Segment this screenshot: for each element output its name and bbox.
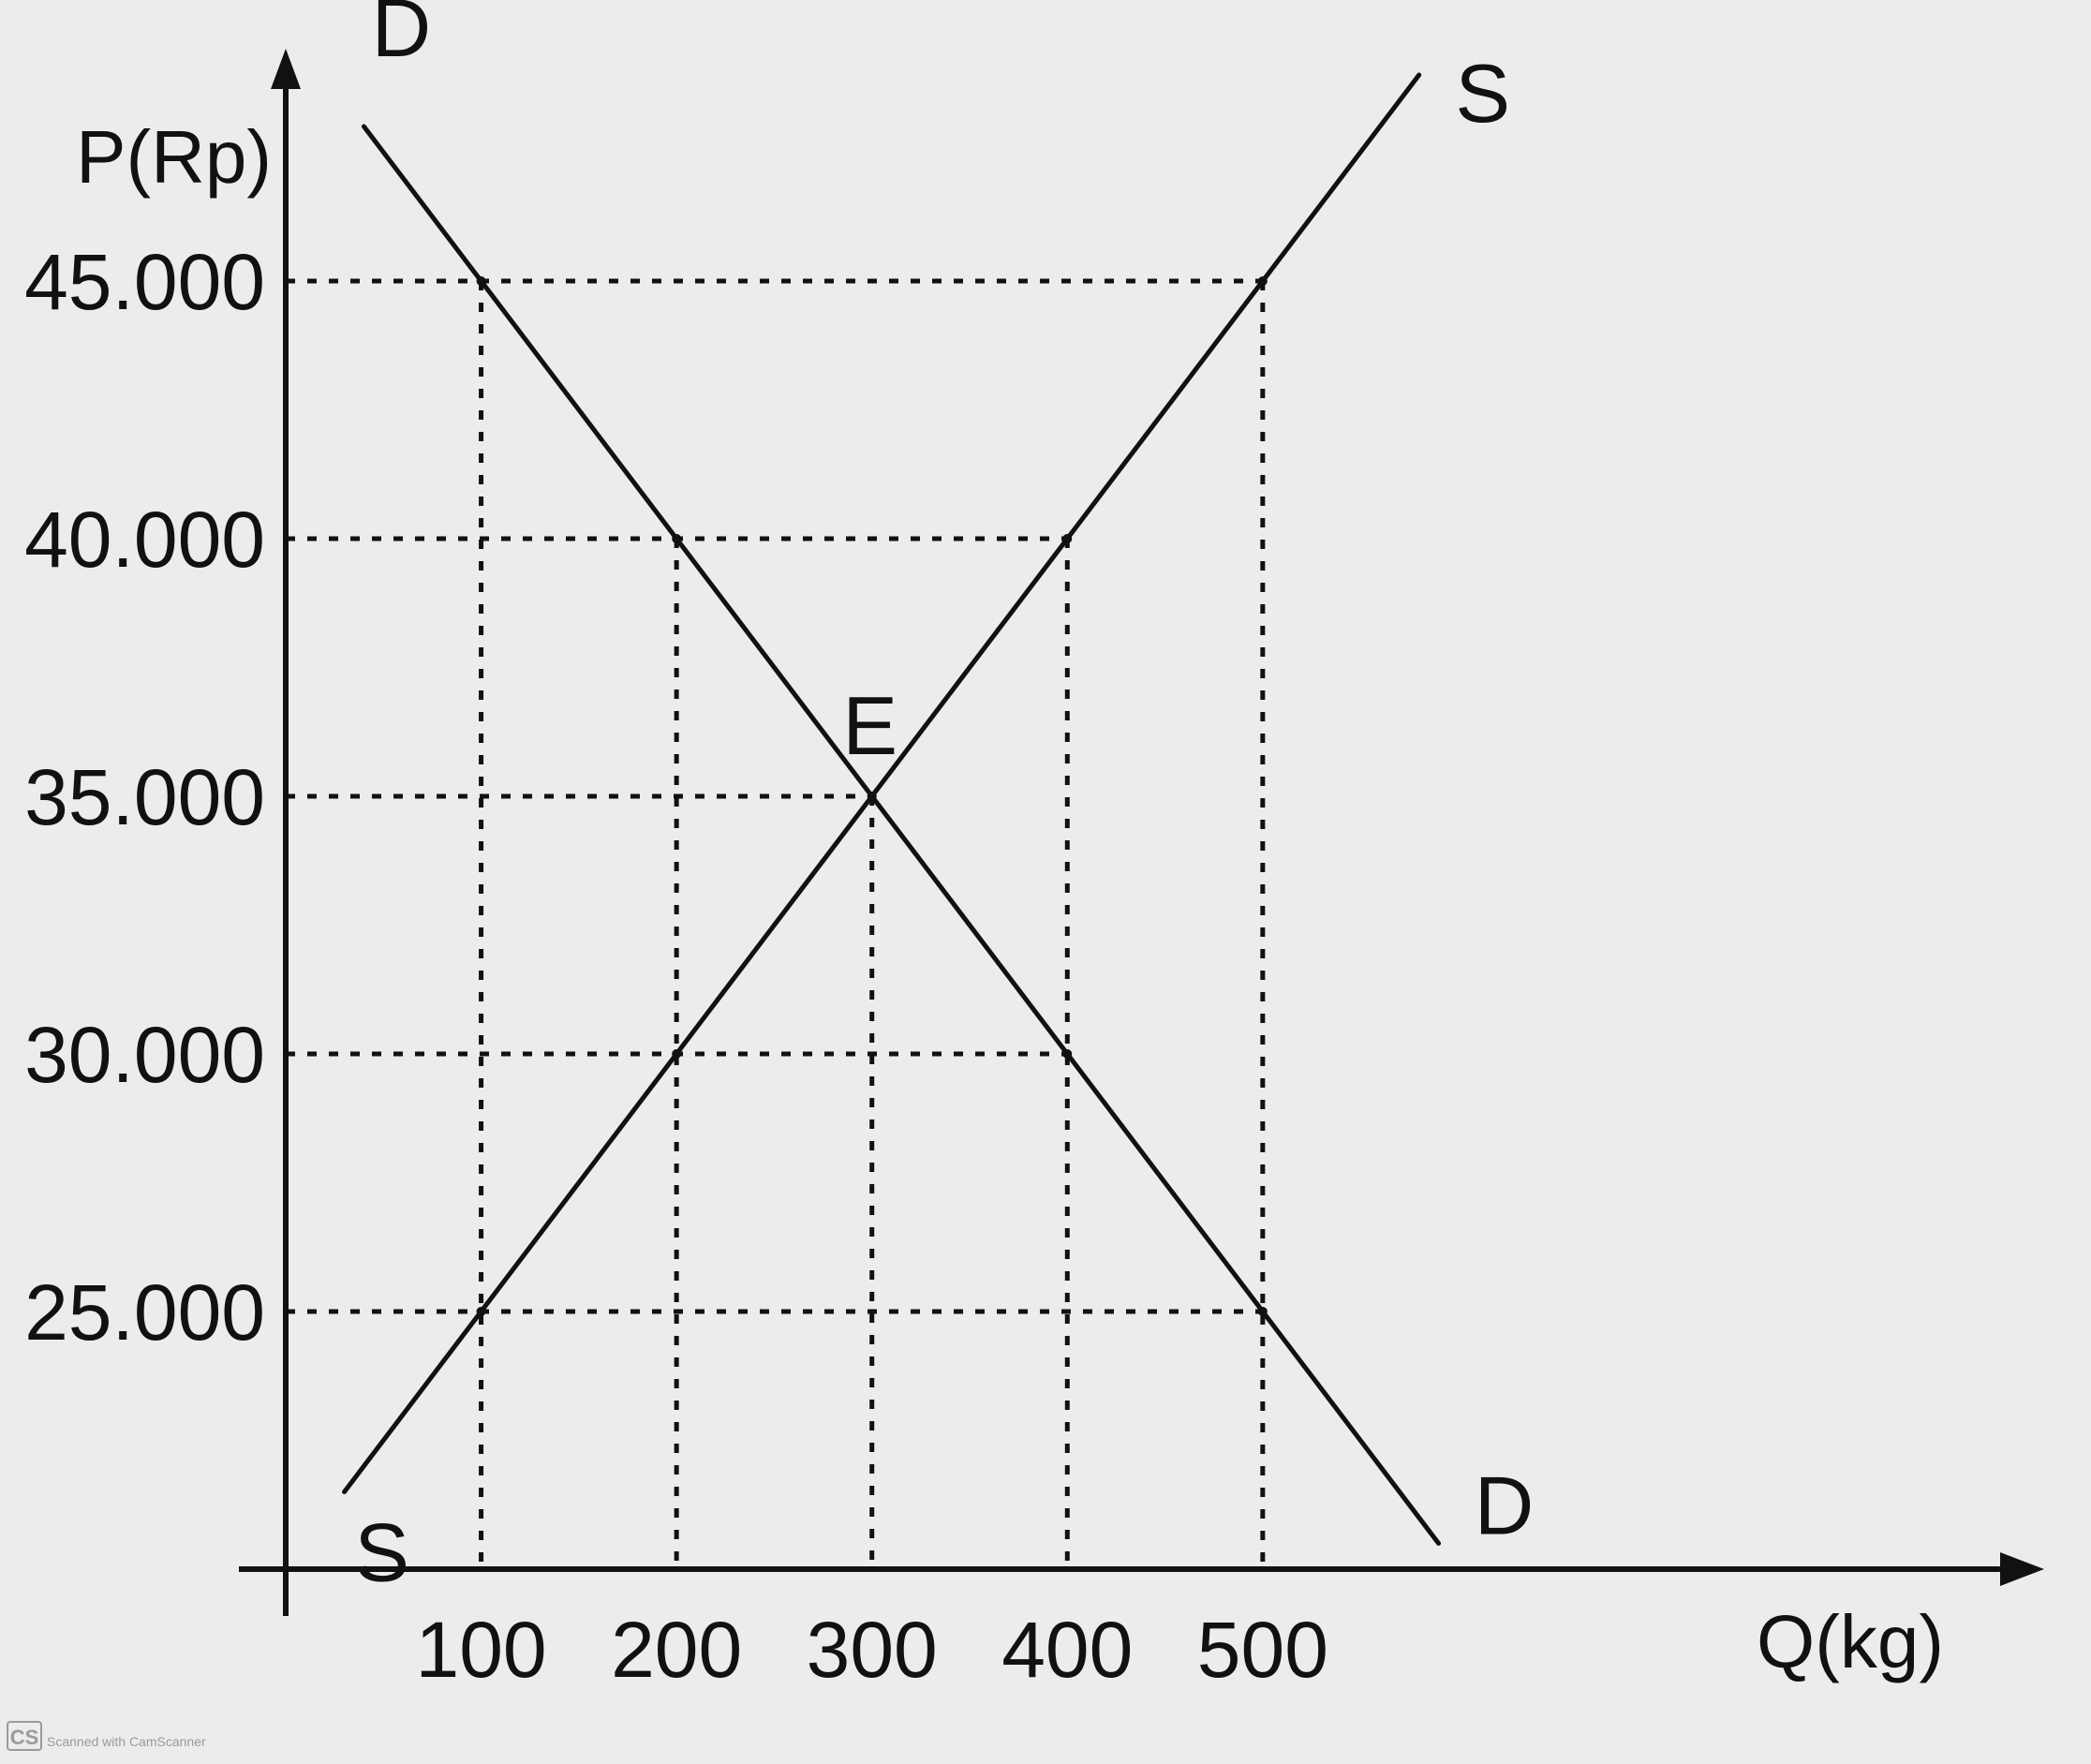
supply-start-label: S	[354, 1506, 409, 1599]
demand-point	[672, 534, 682, 543]
labels: 25.000 30.000 35.000 40.000 45.000 100 200 300 4…	[24, 0, 1534, 1694]
x-tick-label: 500	[1197, 1606, 1328, 1694]
axes	[239, 49, 2044, 1616]
camscanner-logo: CS	[10, 1726, 39, 1749]
curves	[342, 72, 1442, 1546]
supply-point	[1062, 534, 1073, 543]
y-axis-arrow	[271, 49, 301, 89]
x-tick-label: 200	[611, 1606, 742, 1694]
y-tick-label: 30.000	[24, 1011, 265, 1099]
supply-curve	[342, 72, 1422, 1494]
x-tick-label: 300	[807, 1606, 938, 1694]
y-tick-label: 40.000	[24, 496, 265, 584]
camscanner-logo-box	[7, 1721, 42, 1751]
demand-point	[476, 276, 486, 286]
y-tick-label: 35.000	[24, 753, 265, 841]
camscanner-watermark: CS Scanned with CamScanner	[7, 1721, 206, 1751]
camscanner-text: Scanned with CamScanner	[47, 1734, 206, 1749]
demand-curve	[361, 124, 1442, 1546]
equilibrium-label: E	[842, 679, 897, 772]
supply-point	[672, 1049, 682, 1059]
demand-point	[1062, 1049, 1073, 1059]
supply-point	[476, 1307, 486, 1316]
demand-point	[1257, 1307, 1268, 1316]
x-axis-title: Q(kg)	[1757, 1600, 1944, 1683]
x-axis-arrow	[2000, 1552, 2044, 1586]
y-tick-label: 45.000	[24, 238, 265, 326]
y-tick-label: 25.000	[24, 1268, 265, 1356]
x-tick-label: 400	[1001, 1606, 1133, 1694]
supply-point	[1257, 276, 1268, 286]
demand-start-label: D	[372, 0, 432, 74]
demand-end-label: D	[1475, 1460, 1535, 1552]
supply-end-label: S	[1455, 47, 1510, 140]
x-tick-label: 100	[415, 1606, 546, 1694]
supply-point	[867, 792, 877, 801]
y-axis-title: P(Rp)	[76, 115, 272, 199]
